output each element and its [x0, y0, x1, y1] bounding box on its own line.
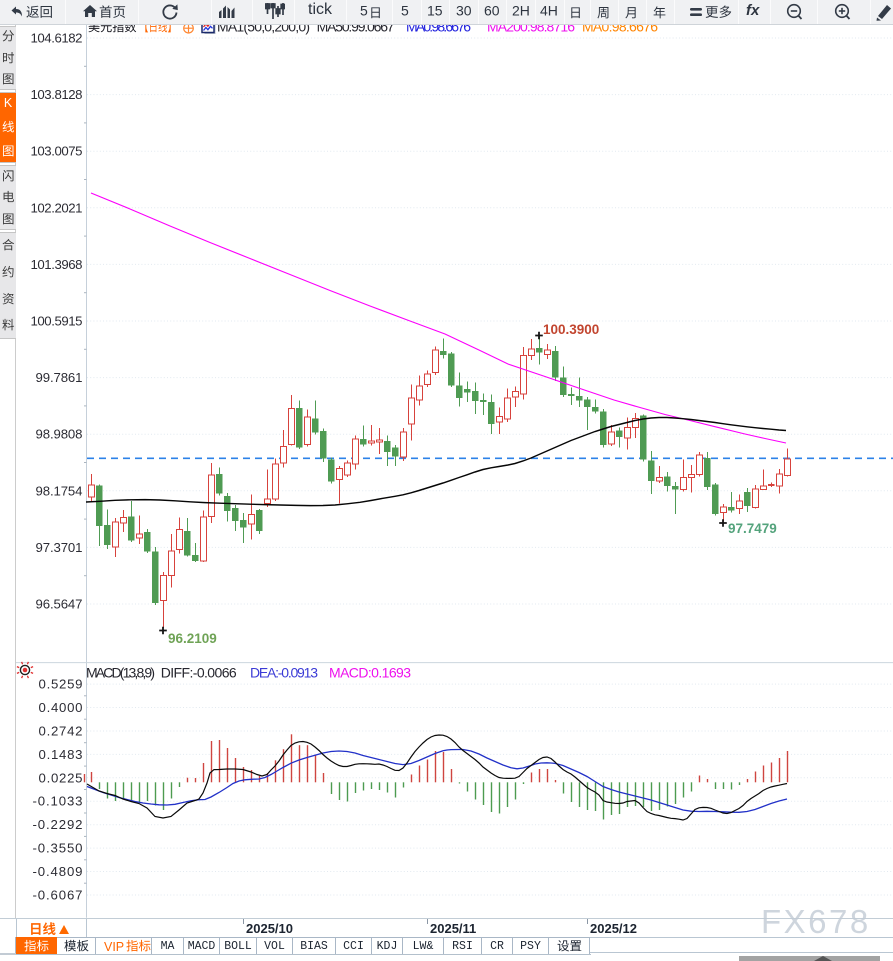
svg-text:96.5647: 96.5647 — [36, 597, 83, 612]
svg-text:100.5915: 100.5915 — [31, 314, 83, 329]
svg-text:MA1(50,0,200,0): MA1(50,0,200,0) — [217, 25, 310, 34]
svg-text:MA50:99.0667: MA50:99.0667 — [317, 25, 395, 34]
svg-text:-0.3550: -0.3550 — [33, 841, 83, 856]
svg-text:-0.4809: -0.4809 — [33, 864, 83, 879]
svg-text:-0.1033: -0.1033 — [33, 794, 83, 809]
svg-text:104.6182: 104.6182 — [31, 31, 83, 46]
svg-text:0.1483: 0.1483 — [39, 747, 83, 762]
svg-text:101.3968: 101.3968 — [31, 257, 83, 272]
svg-text:DEA:-0.0913: DEA:-0.0913 — [250, 665, 318, 681]
svg-text:MA0:98.6676: MA0:98.6676 — [582, 25, 658, 34]
svg-text:103.0075: 103.0075 — [31, 144, 83, 159]
svg-text:-0.6067: -0.6067 — [33, 888, 83, 903]
svg-text:100.3900: 100.3900 — [543, 322, 599, 337]
svg-text:99.7861: 99.7861 — [36, 370, 83, 385]
svg-text:97.3701: 97.3701 — [36, 540, 83, 555]
svg-text:98.9808: 98.9808 — [36, 427, 83, 442]
svg-text:96.2109: 96.2109 — [168, 631, 217, 646]
svg-text:DIFF:-0.0066: DIFF:-0.0066 — [161, 665, 237, 681]
svg-text:MACD(13,8,9): MACD(13,8,9) — [86, 665, 155, 681]
svg-text:-0.2292: -0.2292 — [33, 817, 83, 832]
svg-text:0.2742: 0.2742 — [39, 724, 83, 739]
svg-text:0.4000: 0.4000 — [39, 700, 83, 715]
svg-text:103.8128: 103.8128 — [31, 87, 83, 102]
svg-text:0.0225: 0.0225 — [39, 770, 83, 785]
svg-text:98.1754: 98.1754 — [36, 483, 83, 498]
svg-text:97.7479: 97.7479 — [728, 521, 777, 536]
svg-text:0.5259: 0.5259 — [39, 677, 83, 692]
svg-text:MA0:98.6676: MA0:98.6676 — [406, 25, 471, 34]
svg-text:102.2021: 102.2021 — [31, 200, 83, 215]
svg-text:MACD:0.1693: MACD:0.1693 — [329, 665, 411, 681]
svg-text:MA200:98.8716: MA200:98.8716 — [487, 25, 575, 34]
